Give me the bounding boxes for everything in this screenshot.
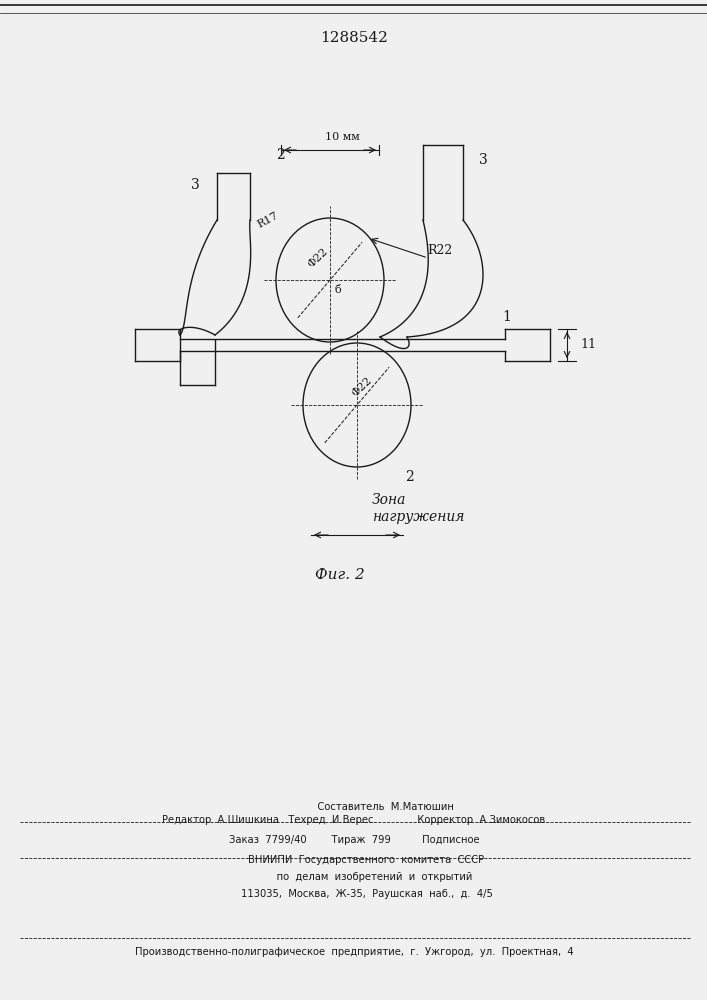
- Text: 2: 2: [276, 148, 284, 162]
- Text: Заказ  7799/40        Тираж  799          Подписное: Заказ 7799/40 Тираж 799 Подписное: [228, 835, 479, 845]
- Text: 1288542: 1288542: [320, 31, 388, 45]
- Text: ВНИИПИ  Государственного  комитета  СССР: ВНИИПИ Государственного комитета СССР: [223, 855, 484, 865]
- Text: 1: 1: [503, 310, 511, 324]
- Text: 113035,  Москва,  Ж-35,  Раушская  наб.,  д.  4/5: 113035, Москва, Ж-35, Раушская наб., д. …: [216, 889, 493, 899]
- Text: нагружения: нагружения: [372, 510, 464, 524]
- Text: 3: 3: [191, 178, 199, 192]
- Text: б: б: [334, 285, 341, 295]
- Text: 10 мм: 10 мм: [325, 132, 359, 142]
- Text: Редактор  А.Шишкина   Техред  И.Верес              Корректор  А.Зимокосов: Редактор А.Шишкина Техред И.Верес Коррек…: [163, 815, 546, 825]
- Text: Зона: Зона: [372, 493, 407, 507]
- Text: 11: 11: [580, 338, 596, 352]
- Text: Φ22: Φ22: [306, 246, 330, 270]
- Text: Φ22: Φ22: [350, 375, 374, 399]
- Text: 3: 3: [479, 153, 487, 167]
- Text: R22: R22: [427, 243, 452, 256]
- Text: R17: R17: [256, 210, 280, 230]
- Text: Фиг. 2: Фиг. 2: [315, 568, 365, 582]
- Text: Составитель  М.Матюшин: Составитель М.Матюшин: [255, 802, 453, 812]
- Text: по  делам  изобретений  и  открытий: по делам изобретений и открытий: [236, 872, 472, 882]
- Text: Производственно-полиграфическое  предприятие,  г.  Ужгород,  ул.  Проектная,  4: Производственно-полиграфическое предприя…: [135, 947, 573, 957]
- Text: 2: 2: [404, 470, 414, 484]
